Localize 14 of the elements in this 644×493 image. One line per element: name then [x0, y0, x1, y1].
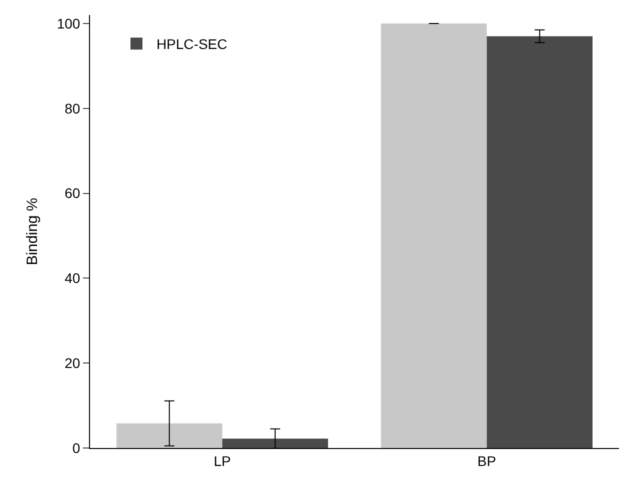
y-tick-label: 60 [64, 185, 80, 202]
y-axis-title: Binding % [24, 198, 42, 266]
y-tick-label: 40 [64, 270, 80, 286]
y-tick-label: 0 [72, 440, 80, 456]
legend-label: HPLC-SEC [156, 36, 228, 52]
x-tick-label: BP [477, 452, 496, 469]
y-tick-label: 20 [64, 355, 80, 371]
bar [222, 438, 328, 448]
y-tick-label: 100 [56, 15, 80, 32]
bar [486, 36, 593, 448]
y-tick-label: 80 [64, 100, 80, 116]
bar [116, 423, 222, 448]
x-tick-label: LP [214, 452, 231, 469]
bar [380, 23, 487, 448]
